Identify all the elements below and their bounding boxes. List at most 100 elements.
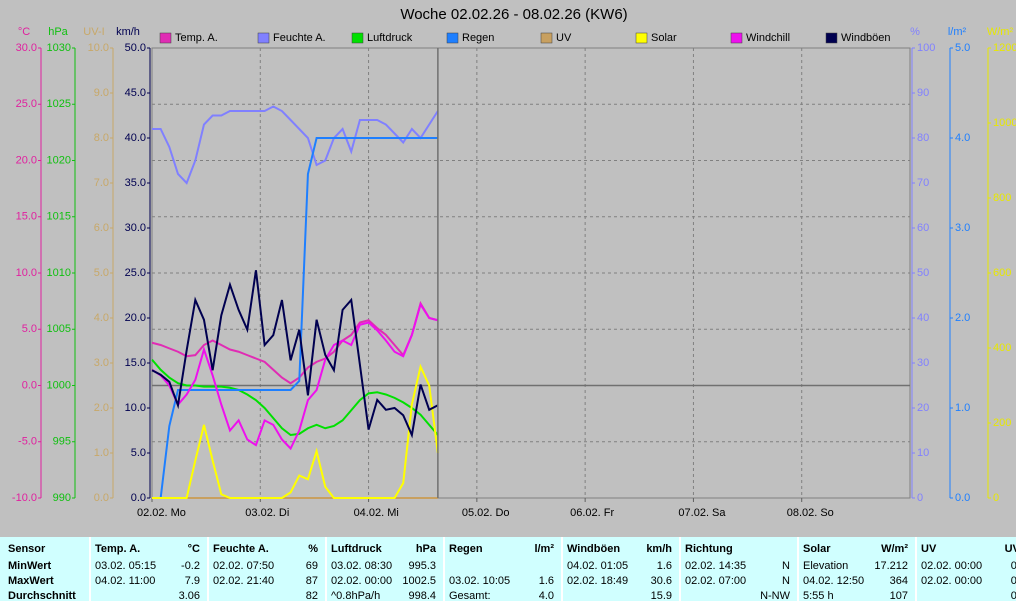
series-line: [152, 105, 439, 185]
column-unit: °C: [188, 543, 200, 555]
y-tick-label: 4.0: [94, 312, 109, 324]
legend-label: Temp. A.: [175, 32, 218, 44]
cell-value: N-NW: [760, 590, 791, 601]
y-tick-label: 5.0: [22, 323, 37, 335]
y-tick-label: 200: [993, 417, 1011, 429]
table-header: Sensor: [8, 543, 46, 555]
cell-value: N: [782, 560, 790, 572]
y-tick-label: 600: [993, 267, 1011, 279]
x-tick-label: 04.02. Mi: [354, 507, 399, 519]
cell-label: 03.02. 08:30: [331, 560, 392, 572]
row-label: MaxWert: [8, 575, 54, 587]
y-tick-label: 50: [917, 267, 929, 279]
axis-unit: l/m²: [948, 26, 967, 38]
column-unit: l/m²: [534, 543, 554, 555]
axis-unit: W/m²: [987, 26, 1014, 38]
cell-value: 82: [306, 590, 318, 601]
x-tick-label: 05.02. Do: [462, 507, 510, 519]
cell-value: 30.6: [651, 575, 672, 587]
y-tick-label: 10.0: [16, 267, 37, 279]
cell-value: 998.4: [408, 590, 436, 601]
y-tick-label: 1200: [993, 42, 1016, 54]
legend-label: Windchill: [746, 32, 790, 44]
y-tick-label: 10.0: [88, 42, 109, 54]
series-line: [152, 363, 439, 499]
cell-value: 0.0: [1011, 575, 1016, 587]
column-unit: UV-I: [1005, 543, 1016, 555]
cell-label: 02.02. 14:35: [685, 560, 746, 572]
y-tick-label: 10.0: [125, 402, 146, 414]
y-tick-label: 1025: [47, 98, 71, 110]
y-tick-label: 15.0: [125, 357, 146, 369]
y-tick-label: 0.0: [131, 492, 146, 504]
column-header: Regen: [449, 543, 483, 555]
y-tick-label: 1000: [993, 117, 1016, 129]
y-tick-label: 1015: [47, 211, 71, 223]
y-tick-label: 25.0: [16, 98, 37, 110]
cell-label: 02.02. 00:00: [921, 575, 982, 587]
y-tick-label: 995: [53, 436, 71, 448]
y-tick-label: 30.0: [16, 42, 37, 54]
y-tick-label: 15.0: [16, 211, 37, 223]
stats-table: [0, 537, 1016, 601]
y-tick-label: 5.0: [955, 42, 970, 54]
cell-label: Gesamt:: [449, 590, 491, 601]
cell-label: 04.02. 12:50: [803, 575, 864, 587]
x-tick-label: 02.02. Mo: [137, 507, 186, 519]
y-tick-label: 800: [993, 192, 1011, 204]
y-tick-label: 30: [917, 357, 929, 369]
y-tick-label: 5.0: [131, 447, 146, 459]
legend-label: Regen: [462, 32, 494, 44]
axis-unit: UV-I: [83, 26, 104, 38]
y-tick-label: 400: [993, 342, 1011, 354]
y-tick-label: 30.0: [125, 222, 146, 234]
axis-unit: %: [910, 26, 920, 38]
y-tick-label: 50.0: [125, 42, 146, 54]
cell-label: 02.02. 00:00: [331, 575, 392, 587]
y-tick-label: 45.0: [125, 87, 146, 99]
y-tick-label: 6.0: [94, 222, 109, 234]
chart-title: Woche 02.02.26 - 08.02.26 (KW6): [400, 6, 627, 23]
y-tick-label: 8.0: [94, 132, 109, 144]
cell-label: 02.02. 21:40: [213, 575, 274, 587]
legend-label: Feuchte A.: [273, 32, 326, 44]
legend-label: Luftdruck: [367, 32, 413, 44]
legend-swatch: [257, 32, 270, 44]
y-tick-label: 1000: [47, 379, 71, 391]
cell-label: 04.02. 11:00: [95, 575, 155, 587]
column-header: Luftdruck: [331, 543, 383, 555]
y-tick-label: 0.0: [955, 492, 970, 504]
y-tick-label: -5.0: [18, 436, 37, 448]
cell-value: 4.0: [539, 590, 554, 601]
axis-unit: °C: [18, 26, 30, 38]
legend-swatch: [540, 32, 553, 44]
cell-value: 69: [306, 560, 318, 572]
y-tick-label: 990: [53, 492, 71, 504]
cell-value: 17.212: [874, 560, 908, 572]
y-tick-label: 3.0: [955, 222, 970, 234]
cell-value: 7.9: [185, 575, 200, 587]
y-tick-label: 3.0: [94, 357, 109, 369]
series-line: [151, 300, 439, 385]
y-tick-label: 20.0: [125, 312, 146, 324]
x-tick-label: 03.02. Di: [245, 507, 289, 519]
cell-value: 3.06: [179, 590, 200, 601]
cell-value: 1.6: [539, 575, 554, 587]
cell-label: 03.02. 05:15: [95, 560, 156, 572]
legend-swatch: [446, 32, 459, 44]
y-tick-label: 0.0: [22, 379, 37, 391]
axis-unit: hPa: [48, 26, 68, 38]
x-tick-label: 08.02. So: [787, 507, 834, 519]
cell-label: 02.02. 18:49: [567, 575, 628, 587]
legend-swatch: [635, 32, 648, 44]
y-tick-label: 70: [917, 177, 929, 189]
y-tick-label: 2.0: [94, 402, 109, 414]
series-line: [151, 358, 439, 437]
column-header: Windböen: [567, 543, 620, 555]
column-header: Temp. A.: [95, 543, 140, 555]
y-tick-label: 7.0: [94, 177, 109, 189]
y-tick-label: 1010: [47, 267, 71, 279]
legend-swatch: [159, 32, 172, 44]
legend-label: Windböen: [841, 32, 891, 44]
